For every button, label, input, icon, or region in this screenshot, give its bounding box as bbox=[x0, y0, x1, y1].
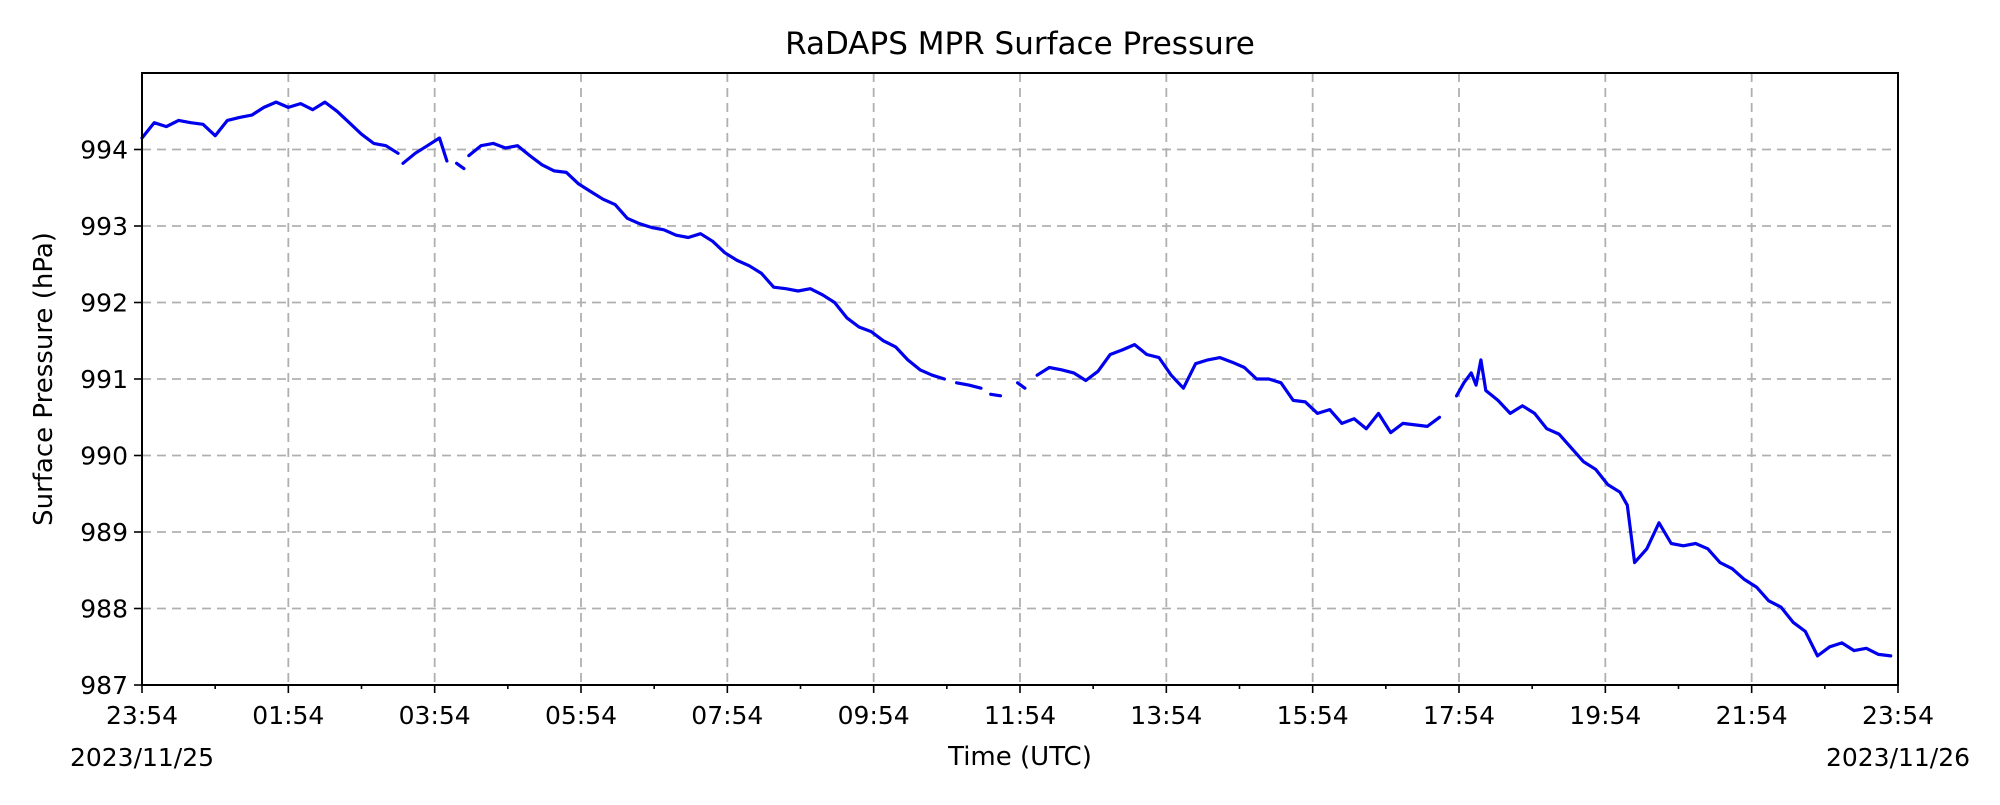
pressure-line-segment bbox=[1455, 358, 1893, 658]
y-axis-label: Surface Pressure (hPa) bbox=[29, 232, 59, 526]
x-tick-label: 13:54 bbox=[1130, 701, 1202, 730]
x-tick-label: 23:54 bbox=[1862, 701, 1934, 730]
y-tick-label: 994 bbox=[80, 136, 128, 165]
chart-title: RaDAPS MPR Surface Pressure bbox=[785, 26, 1255, 62]
x-tick-label: 09:54 bbox=[838, 701, 910, 730]
pressure-line-segment bbox=[467, 141, 946, 381]
x-tick-label: 07:54 bbox=[691, 701, 763, 730]
y-tick-label: 987 bbox=[80, 671, 128, 700]
x-tick-label: 11:54 bbox=[984, 701, 1056, 730]
pressure-line-segment bbox=[955, 381, 983, 390]
y-tick-label: 989 bbox=[80, 518, 128, 547]
series-layer bbox=[140, 100, 1893, 658]
pressure-line-segment bbox=[1016, 381, 1027, 390]
y-tick-label: 992 bbox=[80, 289, 128, 318]
x-axis-label: Time (UTC) bbox=[947, 742, 1092, 772]
pressure-line-segment bbox=[401, 136, 449, 165]
pressure-line-segment bbox=[1035, 343, 1442, 435]
x-tick-label: 19:54 bbox=[1569, 701, 1641, 730]
y-tick-label: 990 bbox=[80, 442, 128, 471]
pressure-line-segment bbox=[140, 100, 400, 155]
pressure-line-segment bbox=[455, 161, 466, 171]
x-tick-label: 21:54 bbox=[1716, 701, 1788, 730]
grid-layer bbox=[141, 73, 1899, 686]
tick-layer: 987 988 989 990 991 992 993 994 23:54 01:54 03:54 0… bbox=[80, 136, 1934, 731]
y-tick-label: 988 bbox=[80, 595, 128, 624]
y-tick-label: 991 bbox=[80, 365, 128, 394]
x-tick-label: 17:54 bbox=[1423, 701, 1495, 730]
x-tick-label: 05:54 bbox=[545, 701, 617, 730]
y-tick-label: 993 bbox=[80, 212, 128, 241]
pressure-line-segment bbox=[989, 392, 1003, 398]
x-date-label-left: 2023/11/25 bbox=[70, 743, 214, 772]
x-tick-label: 03:54 bbox=[399, 701, 471, 730]
x-date-label-right: 2023/11/26 bbox=[1826, 743, 1970, 772]
x-tick-label: 23:54 bbox=[106, 701, 178, 730]
x-tick-label: 15:54 bbox=[1277, 701, 1349, 730]
x-tick-label: 01:54 bbox=[252, 701, 324, 730]
